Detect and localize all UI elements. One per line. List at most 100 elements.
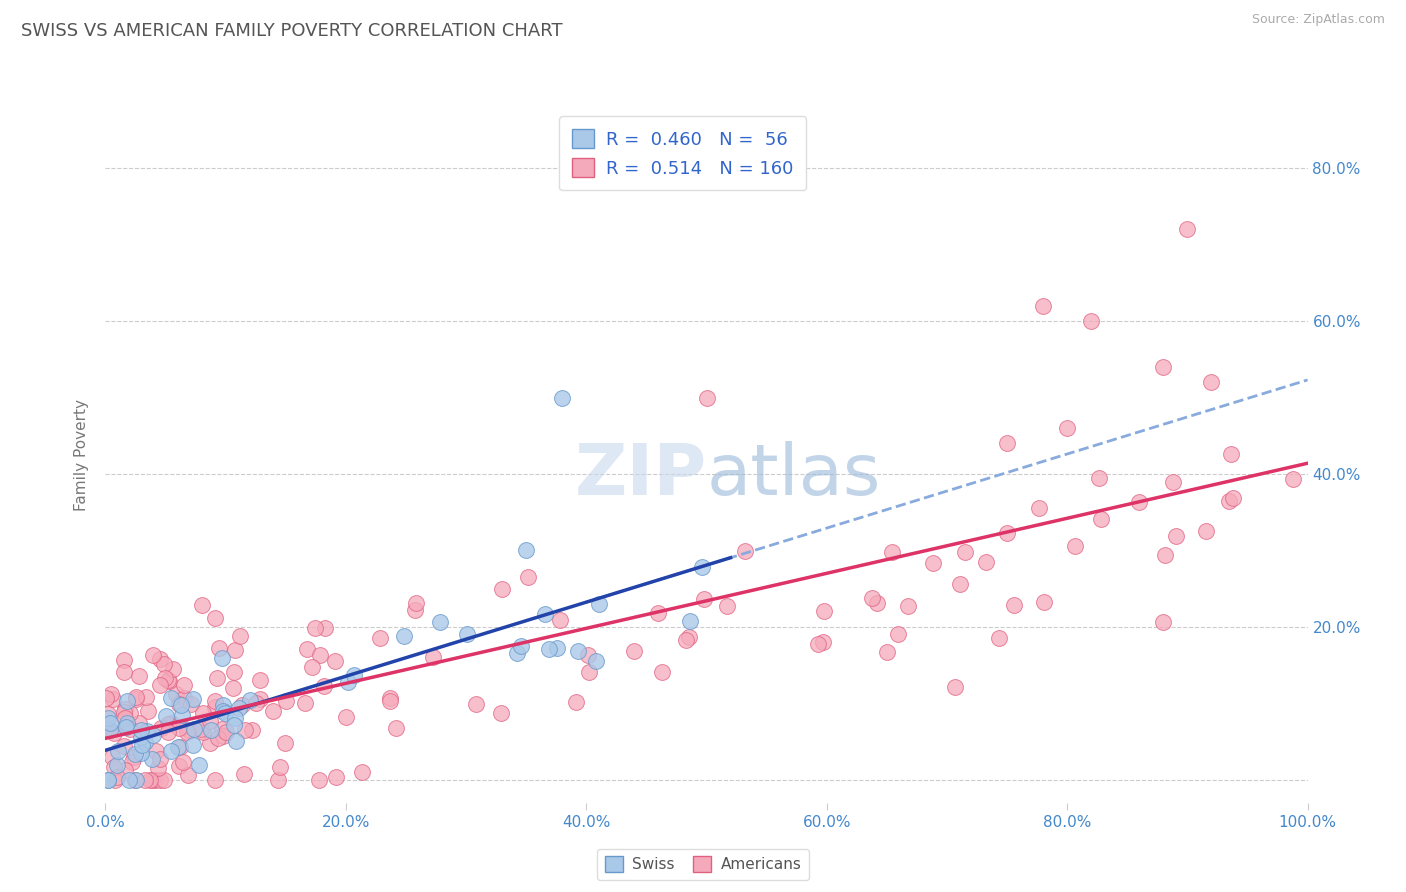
Legend: Swiss, Americans: Swiss, Americans — [598, 848, 808, 880]
Point — [1080, 314, 1102, 328]
Point — [297, 642, 319, 657]
Point — [429, 615, 451, 630]
Point — [200, 714, 222, 729]
Point — [314, 679, 336, 693]
Point — [114, 711, 136, 725]
Point — [98, 723, 121, 737]
Point — [157, 674, 180, 689]
Text: ZIP: ZIP — [574, 442, 707, 510]
Point — [567, 644, 589, 658]
Point — [1154, 548, 1177, 562]
Point — [103, 726, 125, 740]
Point — [205, 672, 228, 686]
Point — [121, 756, 143, 770]
Point — [384, 721, 406, 735]
Point — [922, 556, 945, 570]
Point — [211, 650, 233, 665]
Point — [155, 709, 177, 723]
Point — [465, 697, 488, 711]
Point — [949, 577, 972, 591]
Point — [301, 660, 323, 674]
Point — [716, 599, 738, 614]
Point — [245, 696, 267, 710]
Point — [456, 626, 478, 640]
Text: Source: ZipAtlas.com: Source: ZipAtlas.com — [1251, 13, 1385, 27]
Point — [169, 759, 191, 773]
Point — [678, 615, 700, 629]
Point — [1282, 472, 1305, 486]
Point — [1166, 528, 1188, 542]
Point — [204, 694, 226, 708]
Point — [149, 752, 172, 766]
Point — [221, 681, 243, 695]
Point — [173, 691, 195, 706]
Point — [100, 687, 122, 701]
Point — [1222, 491, 1244, 505]
Point — [125, 692, 148, 706]
Point — [172, 707, 194, 722]
Point — [169, 740, 191, 755]
Point — [212, 698, 235, 712]
Point — [1028, 501, 1050, 516]
Point — [159, 691, 181, 706]
Point — [813, 635, 835, 649]
Point — [181, 738, 204, 752]
Point — [200, 723, 222, 737]
Point — [136, 704, 159, 718]
Point — [368, 631, 391, 645]
Point — [101, 749, 124, 764]
Point — [115, 720, 138, 734]
Point — [576, 648, 599, 662]
Point — [240, 723, 263, 737]
Point — [224, 642, 246, 657]
Point — [343, 668, 366, 682]
Point — [114, 763, 136, 777]
Point — [212, 729, 235, 743]
Point — [207, 731, 229, 745]
Point — [124, 690, 146, 704]
Point — [179, 723, 201, 737]
Point — [995, 525, 1018, 540]
Point — [105, 757, 128, 772]
Point — [404, 603, 426, 617]
Point — [112, 653, 135, 667]
Point — [142, 728, 165, 742]
Point — [204, 772, 226, 787]
Point — [943, 680, 966, 694]
Point — [422, 649, 444, 664]
Point — [269, 759, 291, 773]
Point — [517, 570, 540, 584]
Point — [153, 772, 176, 787]
Point — [114, 702, 136, 716]
Point — [1032, 594, 1054, 608]
Point — [505, 646, 527, 660]
Point — [142, 648, 165, 662]
Point — [97, 723, 120, 737]
Point — [173, 677, 195, 691]
Point — [214, 706, 236, 720]
Point — [314, 621, 336, 635]
Point — [352, 764, 374, 779]
Point — [224, 718, 246, 732]
Point — [1152, 615, 1174, 630]
Point — [228, 701, 250, 715]
Point — [651, 665, 673, 679]
Point — [107, 744, 129, 758]
Point — [696, 391, 718, 405]
Point — [308, 648, 330, 663]
Point — [515, 543, 537, 558]
Point — [335, 710, 357, 724]
Point — [1090, 512, 1112, 526]
Point — [107, 770, 129, 784]
Point — [172, 755, 194, 769]
Point — [1002, 598, 1025, 612]
Point — [224, 711, 246, 725]
Point — [103, 772, 125, 787]
Point — [647, 606, 669, 620]
Point — [675, 633, 697, 648]
Point — [565, 695, 588, 709]
Point — [509, 639, 531, 653]
Point — [336, 674, 359, 689]
Point — [128, 716, 150, 731]
Legend: R =  0.460   N =  56, R =  0.514   N = 160: R = 0.460 N = 56, R = 0.514 N = 160 — [560, 116, 806, 190]
